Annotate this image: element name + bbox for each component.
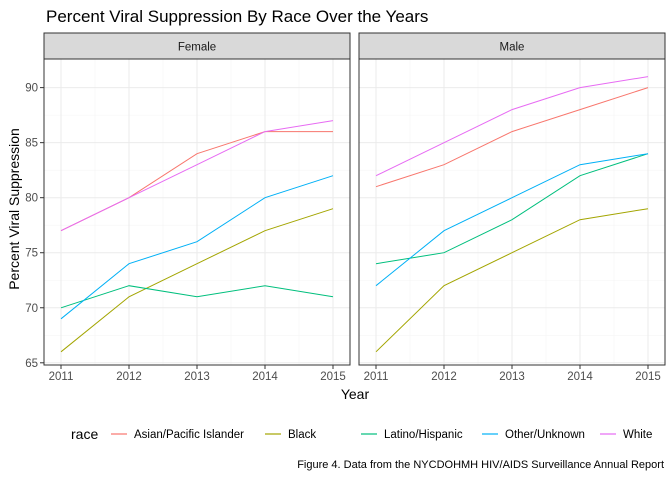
facet-panel-male: Male (358, 32, 666, 366)
x-tick-label: 2012 (431, 371, 457, 383)
figure-caption: Figure 4. Data from the NYCDOHMH HIV/AID… (297, 459, 664, 471)
x-axis-title: Year (341, 386, 370, 402)
y-tick-label: 65 (25, 358, 38, 370)
series-line-latino-hispanic (60, 285, 334, 309)
y-axis: 65 70 75 80 85 90 (25, 83, 44, 370)
y-tick-label: 70 (25, 303, 38, 315)
chart-title: Percent Viral Suppression By Race Over t… (46, 7, 429, 26)
series-line-white (375, 76, 649, 177)
y-tick-label: 85 (25, 138, 38, 150)
x-tick-label: 2011 (364, 371, 389, 383)
legend-item-other-unknown: Other/Unknown (482, 429, 585, 441)
x-tick-label: 2015 (635, 371, 661, 383)
x-tick-label: 2014 (567, 371, 593, 383)
y-tick-label: 90 (25, 83, 38, 95)
legend-label: Black (288, 429, 316, 441)
legend-title: race (71, 426, 98, 442)
facet-label: Female (178, 42, 216, 54)
facet-label: Male (500, 42, 525, 54)
series-line-other-unknown (60, 175, 334, 320)
x-tick-label: 2015 (320, 371, 346, 383)
series-line-asian-pacific-islander (375, 87, 649, 188)
x-tick-label: 2011 (49, 371, 74, 383)
legend-item-latino-hispanic: Latino/Hispanic (361, 429, 463, 441)
series-line-latino-hispanic (375, 153, 649, 265)
legend-label: White (623, 429, 652, 441)
legend-item-asian-pacific-islander: Asian/Pacific Islander (111, 429, 244, 441)
legend-item-white: White (600, 429, 652, 441)
facet-panels: Female Male (43, 32, 666, 366)
legend-label: Other/Unknown (505, 429, 585, 441)
x-tick-label: 2014 (252, 371, 278, 383)
y-tick-label: 75 (25, 248, 38, 260)
facet-panel-female: Female (43, 32, 351, 366)
series-line-other-unknown (375, 153, 649, 287)
legend: race Asian/Pacific Islander Black Latino/Hi… (71, 426, 652, 442)
series-line-black (60, 208, 334, 353)
legend-label: Asian/Pacific Islander (134, 429, 244, 441)
x-tick-label: 2013 (499, 371, 525, 383)
facet-strip (43, 32, 351, 60)
legend-item-black: Black (265, 429, 316, 441)
series-line-black (375, 208, 649, 353)
facet-strip (358, 32, 666, 60)
x-tick-label: 2013 (184, 371, 210, 383)
legend-label: Latino/Hispanic (384, 429, 463, 441)
x-axis-female: 2011 2012 2013 2014 2015 (49, 365, 346, 383)
y-tick-label: 80 (25, 193, 38, 205)
x-tick-label: 2012 (116, 371, 142, 383)
y-axis-title: Percent Viral Suppression (6, 128, 22, 290)
series-line-white (60, 120, 334, 232)
x-axis-male: 2011 2012 2013 2014 2015 (364, 365, 661, 383)
x-axes: 2011 2012 2013 2014 2015 2011 2012 2013 2014 2015 (49, 365, 661, 383)
